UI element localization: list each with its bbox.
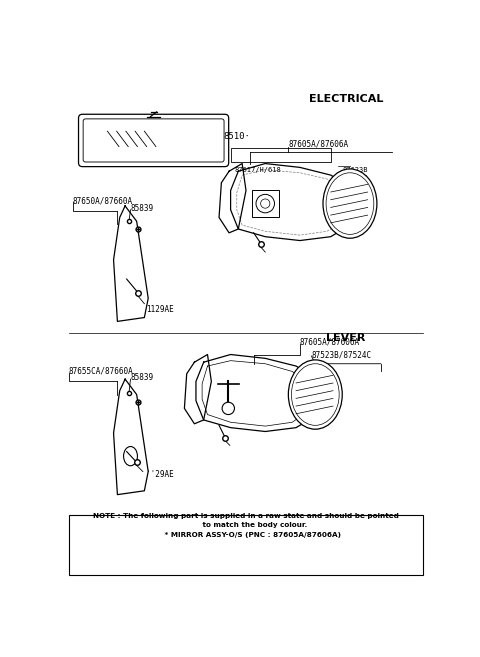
FancyBboxPatch shape xyxy=(83,119,224,162)
Text: 87617/H/618: 87617/H/618 xyxy=(234,168,281,173)
Bar xyxy=(230,148,331,162)
Text: to match the body colour.: to match the body colour. xyxy=(185,522,307,528)
Ellipse shape xyxy=(323,169,377,238)
Text: 87605A/87606A: 87605A/87606A xyxy=(300,338,360,347)
Text: 1129AE: 1129AE xyxy=(146,306,174,314)
Text: 87523B/87524C: 87523B/87524C xyxy=(312,350,372,359)
Circle shape xyxy=(256,194,275,213)
Text: 85839: 85839 xyxy=(131,204,154,213)
Ellipse shape xyxy=(326,173,374,235)
Polygon shape xyxy=(114,379,148,495)
Text: * MIRROR ASSY-O/S (PNC : 87605A/87606A): * MIRROR ASSY-O/S (PNC : 87605A/87606A) xyxy=(152,532,340,537)
Text: 8510·: 8510· xyxy=(223,132,250,141)
Ellipse shape xyxy=(123,447,137,466)
Circle shape xyxy=(222,402,234,415)
Bar xyxy=(69,516,423,576)
Text: NOTE : The following part is supplied in a raw state and should be pointed: NOTE : The following part is supplied in… xyxy=(93,513,399,519)
Text: 87650A/87660A: 87650A/87660A xyxy=(73,196,133,205)
Text: 87624C: 87624C xyxy=(342,175,368,181)
Polygon shape xyxy=(114,206,148,321)
Text: ''29AE: ''29AE xyxy=(146,470,174,479)
Ellipse shape xyxy=(288,360,342,429)
Text: 87623B: 87623B xyxy=(342,168,368,173)
Text: 87655CA/87660A: 87655CA/87660A xyxy=(69,367,133,376)
Text: LEVER: LEVER xyxy=(326,333,366,343)
Circle shape xyxy=(261,199,270,208)
Text: 87605A/87606A: 87605A/87606A xyxy=(288,140,348,148)
Polygon shape xyxy=(196,355,323,432)
FancyBboxPatch shape xyxy=(79,114,228,167)
Bar xyxy=(252,191,279,217)
Polygon shape xyxy=(230,164,358,240)
Polygon shape xyxy=(219,164,246,233)
Polygon shape xyxy=(184,355,211,424)
Text: ELECTRICAL: ELECTRICAL xyxy=(309,94,384,104)
Ellipse shape xyxy=(291,364,339,425)
Text: 85839: 85839 xyxy=(131,373,154,382)
